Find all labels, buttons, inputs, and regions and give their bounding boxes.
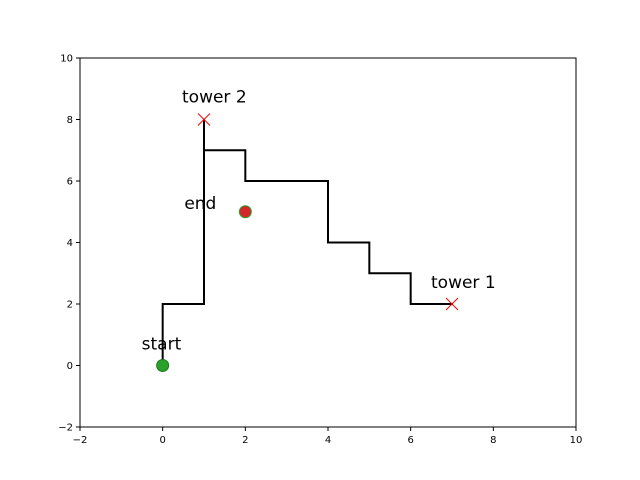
x-tick-label: −2 — [73, 435, 88, 446]
y-tick-label: 0 — [67, 361, 73, 372]
tower-1-marker — [445, 297, 459, 311]
annotation-start: start — [142, 335, 182, 355]
x-tick-label: 4 — [325, 435, 331, 446]
tower-2-marker — [197, 113, 211, 126]
annotation-end: end — [184, 194, 216, 214]
y-tick-label: 6 — [67, 177, 73, 188]
tower-2-marker-stroke-b — [197, 113, 211, 126]
y-tick-label: 8 — [67, 115, 73, 126]
y-tick-label: 2 — [67, 300, 73, 311]
x-tick-label: 6 — [407, 435, 413, 446]
x-tick-label: 10 — [570, 435, 583, 446]
x-tick-label: 2 — [242, 435, 248, 446]
start-marker — [156, 359, 170, 372]
x-tick-label: 0 — [159, 435, 165, 446]
annotation-tower-1: tower 1 — [431, 273, 496, 293]
y-tick-label: −2 — [58, 423, 73, 434]
y-tick-label: 4 — [67, 238, 73, 249]
end-marker — [238, 205, 252, 219]
annotation-tower-2: tower 2 — [182, 88, 247, 108]
y-tick-label: 10 — [60, 54, 73, 65]
plot-area: start end tower 1 tower 2 — [142, 88, 496, 372]
tower-1-marker-stroke-b — [445, 297, 459, 311]
path-line — [161, 119, 453, 367]
x-tick-label: 8 — [490, 435, 496, 446]
axis-ticks: −2 0 2 4 6 8 10 −2 0 2 4 6 8 10 — [58, 54, 582, 447]
